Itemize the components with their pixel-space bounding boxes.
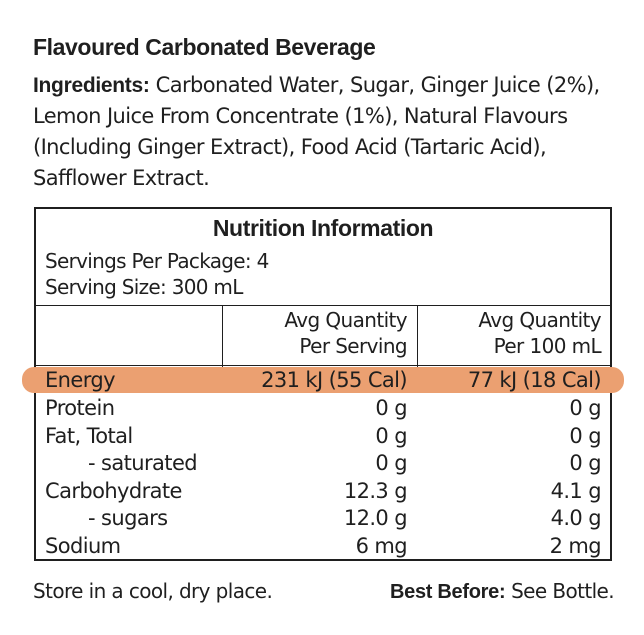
nutrient-per-serving: 0 g xyxy=(375,424,407,448)
column-header-per-serving-line2: Per Serving xyxy=(299,334,407,358)
nutrient-row-protein: Protein 0 g 0 g xyxy=(36,396,610,424)
nutrient-name: Fat, Total xyxy=(45,424,133,448)
ingredients-label: Ingredients: xyxy=(33,74,150,97)
nutrient-per-100ml: 0 g xyxy=(569,424,601,448)
nutrient-row-sugars: - sugars 12.0 g 4.0 g xyxy=(36,506,610,534)
nutrient-per-serving: 0 g xyxy=(375,451,407,475)
table-header-divider xyxy=(36,365,610,366)
nutrient-per-100ml: 4.1 g xyxy=(550,479,602,503)
ingredients-text: Carbonated Water, Sugar, Ginger Juice (2… xyxy=(33,73,600,190)
column-header-per-100ml: Avg Quantity Per 100 mL xyxy=(478,307,601,359)
ingredients-statement: Ingredients: Carbonated Water, Sugar, Gi… xyxy=(33,70,608,194)
column-divider-2 xyxy=(417,305,418,367)
nutrient-name: Energy xyxy=(45,368,116,392)
column-header-per-serving-line1: Avg Quantity xyxy=(284,308,407,332)
storage-instructions: Store in a cool, dry place. xyxy=(33,579,273,603)
column-header-per-serving: Avg Quantity Per Serving xyxy=(284,307,407,359)
nutrient-per-serving: 12.0 g xyxy=(343,506,408,530)
header-divider xyxy=(36,305,610,306)
nutrient-row-saturated: - saturated 0 g 0 g xyxy=(36,451,610,479)
nutrient-row-fat-total: Fat, Total 0 g 0 g xyxy=(36,424,610,452)
column-header-per-100ml-line1: Avg Quantity xyxy=(478,308,601,332)
nutrient-name: Protein xyxy=(45,396,115,420)
nutrient-name: Carbohydrate xyxy=(45,479,182,503)
nutrient-per-serving: 0 g xyxy=(375,396,407,420)
nutrient-per-100ml: 4.0 g xyxy=(550,506,602,530)
nutrient-per-100ml: 77 kJ (18 Cal) xyxy=(467,368,602,392)
column-divider-1 xyxy=(222,305,223,367)
servings-per-package: Servings Per Package: 4 xyxy=(45,249,269,273)
best-before-statement: Best Before: See Bottle. xyxy=(389,579,615,604)
nutrient-per-serving: 231 kJ (55 Cal) xyxy=(261,368,408,392)
nutrition-panel-title: Nutrition Information xyxy=(212,215,434,241)
nutrient-name: Sodium xyxy=(45,534,121,558)
nutrient-per-100ml: 2 mg xyxy=(549,534,602,558)
nutrient-row-energy: Energy 231 kJ (55 Cal) 77 kJ (18 Cal) xyxy=(36,368,610,396)
best-before-value: See Bottle. xyxy=(505,579,615,603)
column-header-per-100ml-line2: Per 100 mL xyxy=(493,334,602,358)
energy-row-highlight xyxy=(22,367,624,393)
nutrient-name: - sugars xyxy=(88,506,168,530)
nutrition-panel: Nutrition Information Servings Per Packa… xyxy=(22,207,624,562)
product-title: Flavoured Carbonated Beverage xyxy=(33,34,376,60)
nutrient-name: - saturated xyxy=(88,451,198,475)
nutrient-per-100ml: 0 g xyxy=(569,396,601,420)
nutrient-per-serving: 6 mg xyxy=(355,534,408,558)
serving-size: Serving Size: 300 mL xyxy=(45,275,243,299)
nutrient-per-100ml: 0 g xyxy=(569,451,601,475)
nutrient-per-serving: 12.3 g xyxy=(343,479,408,503)
best-before-label: Best Before: xyxy=(389,581,506,603)
nutrient-row-carbohydrate: Carbohydrate 12.3 g 4.1 g xyxy=(36,479,610,507)
nutrient-row-sodium: Sodium 6 mg 2 mg xyxy=(36,534,610,562)
